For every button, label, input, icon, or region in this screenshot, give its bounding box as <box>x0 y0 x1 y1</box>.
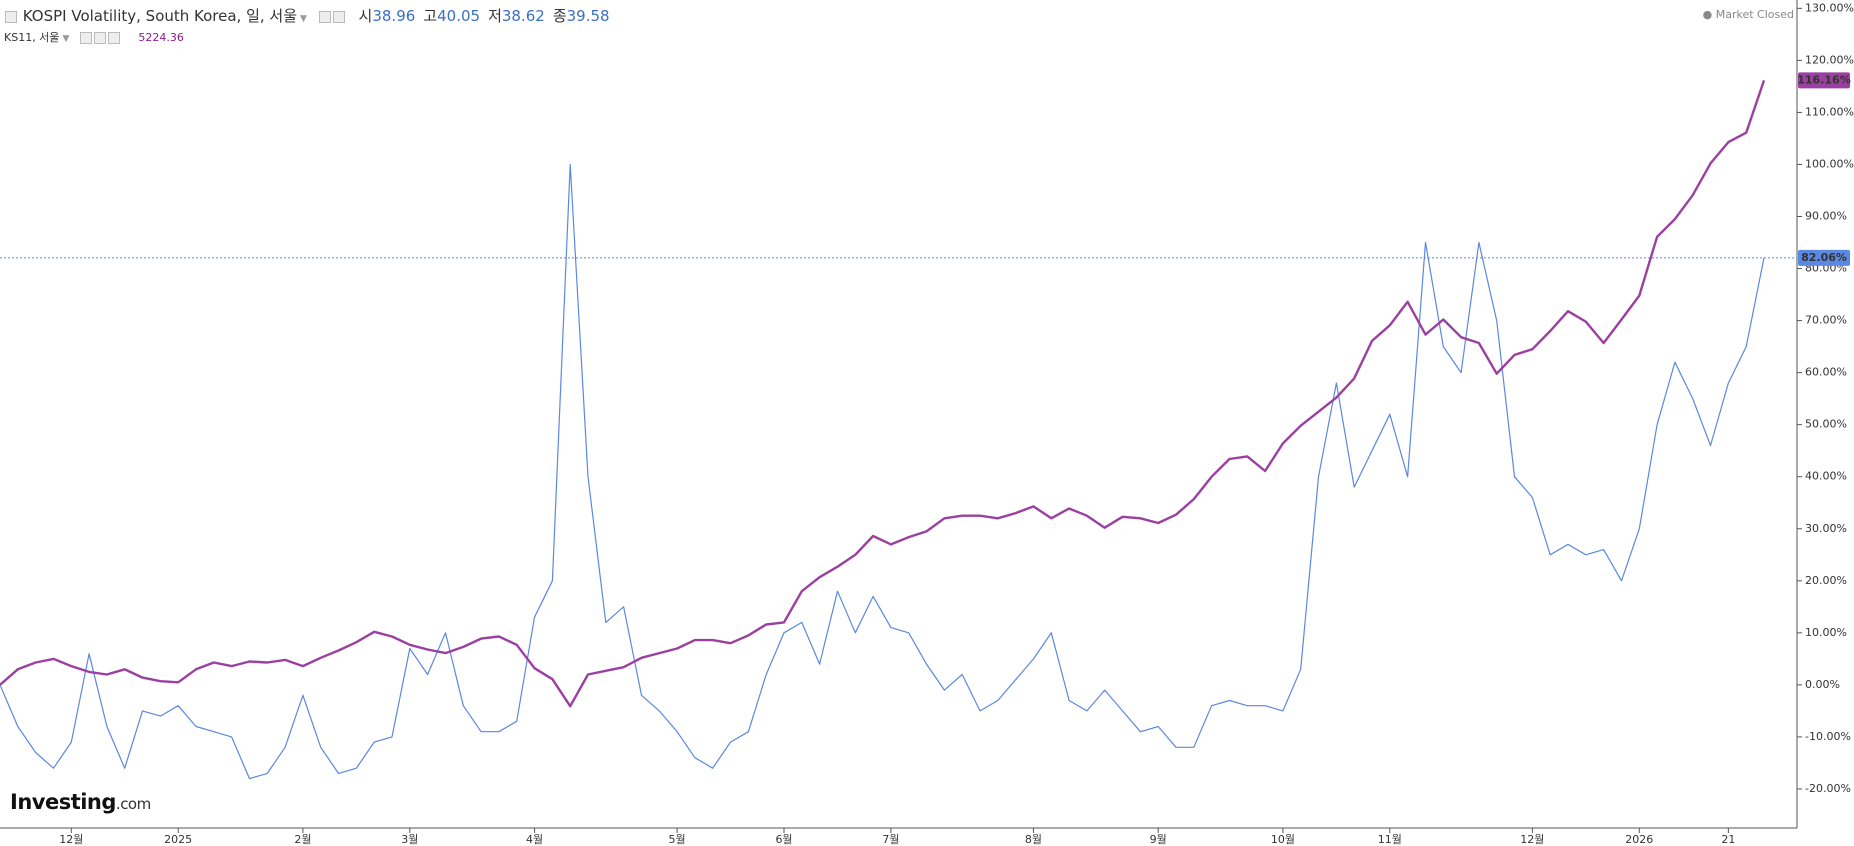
collapse-icon[interactable] <box>5 10 17 23</box>
y-tick-label: 20.00% <box>1805 574 1847 587</box>
brand: Investing <box>10 790 116 814</box>
ohlc-value: 40.05 <box>437 7 481 25</box>
dropdown[interactable]: ▼ <box>300 14 307 24</box>
x-tick-label: 12월 <box>59 833 83 846</box>
series-title: KS11, 서울 <box>4 31 60 44</box>
ohlc-value: 38.96 <box>372 7 416 25</box>
x-tick-label: 11월 <box>1378 833 1402 846</box>
y-tick-label: 90.00% <box>1805 209 1847 222</box>
settings-icon[interactable] <box>318 10 331 23</box>
y-tick-label: 110.00% <box>1805 105 1854 118</box>
ohlc-label: 고 <box>423 7 438 25</box>
series-line <box>0 80 1766 708</box>
ohlc-value: 39.58 <box>566 7 610 25</box>
y-tick-label: 0.00% <box>1805 678 1840 691</box>
series-title: KOSPI Volatility, South Korea, 일, 서울 <box>22 7 298 25</box>
dropdown[interactable]: ▼ <box>62 34 70 44</box>
x-tick-label: 10월 <box>1271 833 1295 846</box>
y-tick-label: 130.00% <box>1805 1 1854 14</box>
x-tick-label: 6월 <box>775 833 792 846</box>
ohlc-label: 시 <box>358 7 373 25</box>
header-second: KS11, 서울 ▼ 5224.36 <box>4 29 184 45</box>
y-tick-label: 70.00% <box>1805 314 1847 327</box>
x-tick-label: 5월 <box>669 833 686 846</box>
series-value: 5224.36 <box>138 31 184 44</box>
ohlc-label: 종 <box>552 7 567 25</box>
x-tick-label: 9월 <box>1150 833 1167 846</box>
x-tick-label: 2월 <box>294 833 311 846</box>
header-main: KOSPI Volatility, South Korea, 일, 서울 ▼ 시3… <box>4 5 610 26</box>
logo: Investing.com <box>10 790 151 814</box>
y-tick-label: 120.00% <box>1805 53 1854 66</box>
settings-icon[interactable] <box>79 32 92 44</box>
ohlc-label: 저 <box>488 7 502 25</box>
x-tick-label: 8월 <box>1025 833 1042 846</box>
ohlc: 시38.96 고40.05 저38.62 종39.58 <box>351 7 610 25</box>
ohlc-value: 38.62 <box>501 7 545 25</box>
x-tick-label: 12월 <box>1520 833 1544 846</box>
x-tick-label: 7월 <box>882 833 899 846</box>
visibility-icon[interactable] <box>332 10 345 23</box>
last-value-tag <box>1798 72 1850 89</box>
x-tick-label: 2025 <box>164 833 192 846</box>
y-tick-label: 40.00% <box>1805 470 1847 483</box>
x-tick-label: 2026 <box>1625 833 1653 846</box>
x-tick-label: 3월 <box>401 833 418 846</box>
last-value-label: 116.16% <box>1797 73 1850 86</box>
brand-suffix: .com <box>115 795 151 813</box>
y-tick-label: 50.00% <box>1805 418 1847 431</box>
close-icon[interactable] <box>107 32 120 44</box>
y-tick-label: -20.00% <box>1805 782 1851 795</box>
y-tick-label: -10.00% <box>1805 730 1851 743</box>
y-tick-label: 30.00% <box>1805 522 1847 535</box>
last-value-tag <box>1798 249 1850 266</box>
visibility-icon[interactable] <box>93 32 106 44</box>
y-tick-label: 60.00% <box>1805 366 1847 379</box>
x-tick-label: 4월 <box>526 833 543 846</box>
status-text: Market Closed <box>1715 8 1794 21</box>
y-tick-label: 100.00% <box>1805 157 1854 170</box>
x-tick-label: 21 <box>1721 833 1735 846</box>
last-value-label: 82.06% <box>1801 251 1847 264</box>
market-status: ● Market Closed <box>1702 8 1794 21</box>
y-tick-label: 10.00% <box>1805 626 1847 639</box>
series-line <box>0 163 1765 780</box>
